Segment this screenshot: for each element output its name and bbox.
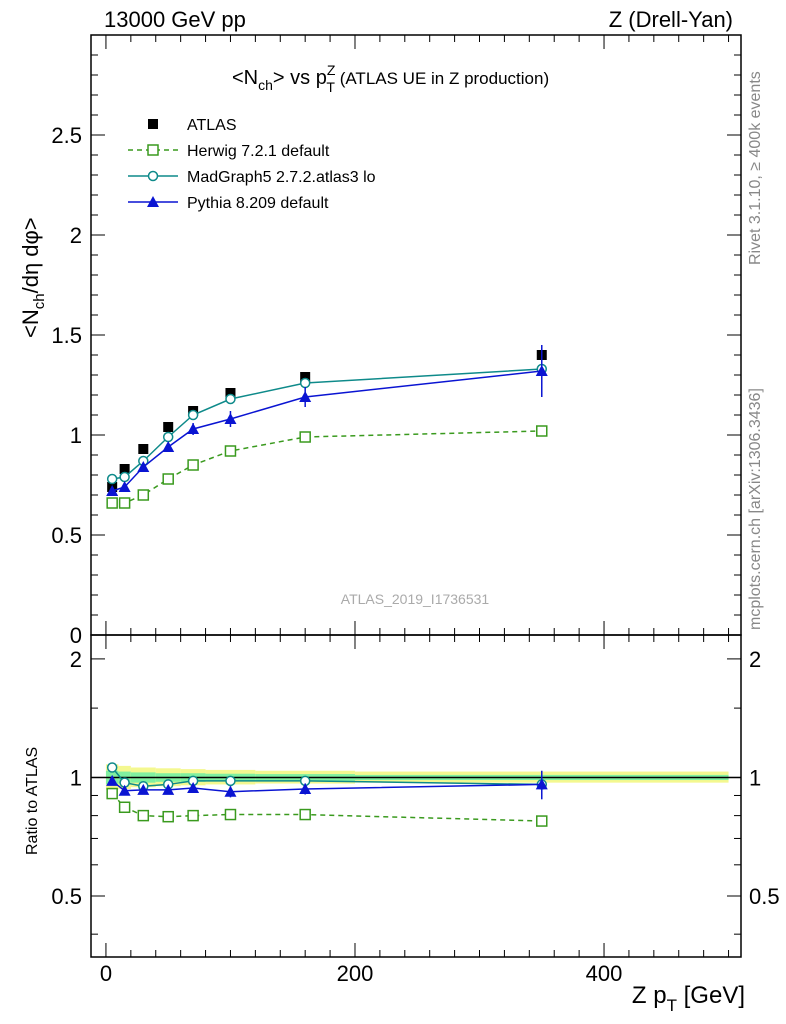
y-tick-label: 1 <box>70 423 82 448</box>
data-point <box>119 471 130 483</box>
ratio-data-point <box>137 783 150 795</box>
data-point <box>163 422 174 432</box>
series-line <box>112 368 542 480</box>
y-tick-label: 0.5 <box>51 523 82 548</box>
ratio-data-point <box>118 784 131 796</box>
legend-marker <box>147 196 159 207</box>
legend-marker <box>148 119 158 129</box>
data-point <box>299 377 311 389</box>
main-y-axis-label: <Nch/dη dφ> <box>18 217 48 338</box>
data-point <box>187 459 199 471</box>
ratio-y-tick-label-right: 1 <box>749 765 761 790</box>
data-point <box>225 393 236 405</box>
main-plot-axes: 0 0.5 1 1.5 2 2.5 <box>51 35 741 648</box>
header-right-label: Z (Drell-Yan) <box>609 7 733 32</box>
analysis-watermark: ATLAS_2019_I1736531 <box>341 591 490 607</box>
ratio-y-axis-label: Ratio to ATLAS <box>24 747 41 855</box>
x-axis-label-part: [GeV] <box>677 982 745 1009</box>
plot-title: <Nch> vs pZ T (ATLAS UE in Z production) <box>232 62 549 95</box>
data-point <box>300 372 311 382</box>
legend-label: Herwig 7.2.1 default <box>187 143 330 160</box>
ratio-data-point <box>162 810 174 823</box>
ratio-data-point <box>187 782 200 794</box>
data-point <box>137 461 150 472</box>
data-point <box>106 473 118 485</box>
data-point <box>138 444 149 454</box>
y-tick-label: 0 <box>70 623 82 648</box>
mcplots-label: mcplots.cern.ch [arXiv:1306.3436] <box>747 388 764 630</box>
ratio-data-point <box>536 815 548 827</box>
ratio-plot-series <box>106 762 548 827</box>
ratio-series-line <box>111 793 542 822</box>
ratio-data-point <box>118 801 131 814</box>
title-part: ch <box>258 77 273 93</box>
x-tick-label: 400 <box>586 961 623 986</box>
legend-label: Pythia 8.209 default <box>187 195 329 212</box>
y-tick-label: 2 <box>70 223 82 248</box>
data-point <box>162 473 174 485</box>
x-tick-label: 0 <box>100 961 112 986</box>
ratio-data-point <box>299 782 312 794</box>
rivet-label: Rivet 3.1.10, ≥ 400k events <box>747 71 764 265</box>
title-part: > vs p <box>273 67 327 89</box>
ratio-data-point <box>224 785 237 797</box>
ratio-data-point <box>535 778 548 790</box>
ratio-data-point <box>137 809 150 822</box>
data-point <box>106 485 119 496</box>
ratio-plot-frame <box>90 634 742 958</box>
x-axis-label: Z pT [GeV] <box>632 982 745 1015</box>
ratio-data-point <box>106 787 118 800</box>
ratio-y-tick-label-right: 2 <box>749 647 761 672</box>
ratio-data-point <box>106 774 119 786</box>
ratio-y-tick-label: 0.5 <box>51 884 82 909</box>
legend-marker <box>147 170 159 182</box>
data-point <box>106 497 118 509</box>
legend-label: MadGraph5 2.7.2.atlas3 lo <box>187 169 376 186</box>
data-point <box>299 431 311 443</box>
ratio-data-point <box>224 808 237 821</box>
data-point <box>118 481 131 492</box>
data-point <box>162 431 174 443</box>
main-plot-series <box>106 345 548 509</box>
title-part: <N <box>232 67 258 89</box>
legend-marker <box>147 144 159 156</box>
ratio-y-tick-label: 2 <box>70 647 82 672</box>
y-tick-label: 2.5 <box>51 123 82 148</box>
data-point <box>225 388 236 398</box>
legend-label: ATLAS <box>187 117 237 134</box>
title-part: Z <box>327 62 336 78</box>
data-point <box>162 441 175 452</box>
legend: ATLAS Herwig 7.2.1 default MadGraph5 2.7.2… <box>128 117 376 212</box>
ratio-y-tick-label-right: 0.5 <box>749 884 780 909</box>
data-point <box>299 391 312 402</box>
ratio-data-point <box>225 775 236 787</box>
header-left-label: 13000 GeV pp <box>104 7 246 32</box>
data-point <box>535 365 548 376</box>
data-point <box>224 413 237 424</box>
ratio-data-point <box>187 809 199 822</box>
x-tick-label: 200 <box>337 961 374 986</box>
data-point <box>118 497 131 509</box>
data-point <box>187 409 199 421</box>
x-axis-label-part: Z p <box>632 982 667 1009</box>
ratio-data-point <box>299 808 311 821</box>
data-point <box>137 489 150 501</box>
data-point <box>119 464 130 474</box>
data-point <box>224 445 237 457</box>
title-part: T <box>326 79 335 95</box>
ratio-y-tick-label: 1 <box>70 765 82 790</box>
data-point <box>187 423 200 434</box>
title-part: (ATLAS UE in Z production) <box>335 69 549 88</box>
y-tick-label: 1.5 <box>51 323 82 348</box>
ratio-data-point <box>106 762 118 773</box>
ratio-data-point <box>162 783 175 795</box>
ratio-plot-axes: 0.5 0.5 1 1 2 2 0 200 400 <box>51 635 780 986</box>
series-line <box>112 430 542 504</box>
x-axis-label-part: T <box>667 996 677 1015</box>
data-point <box>536 425 548 437</box>
series-line <box>111 370 542 492</box>
